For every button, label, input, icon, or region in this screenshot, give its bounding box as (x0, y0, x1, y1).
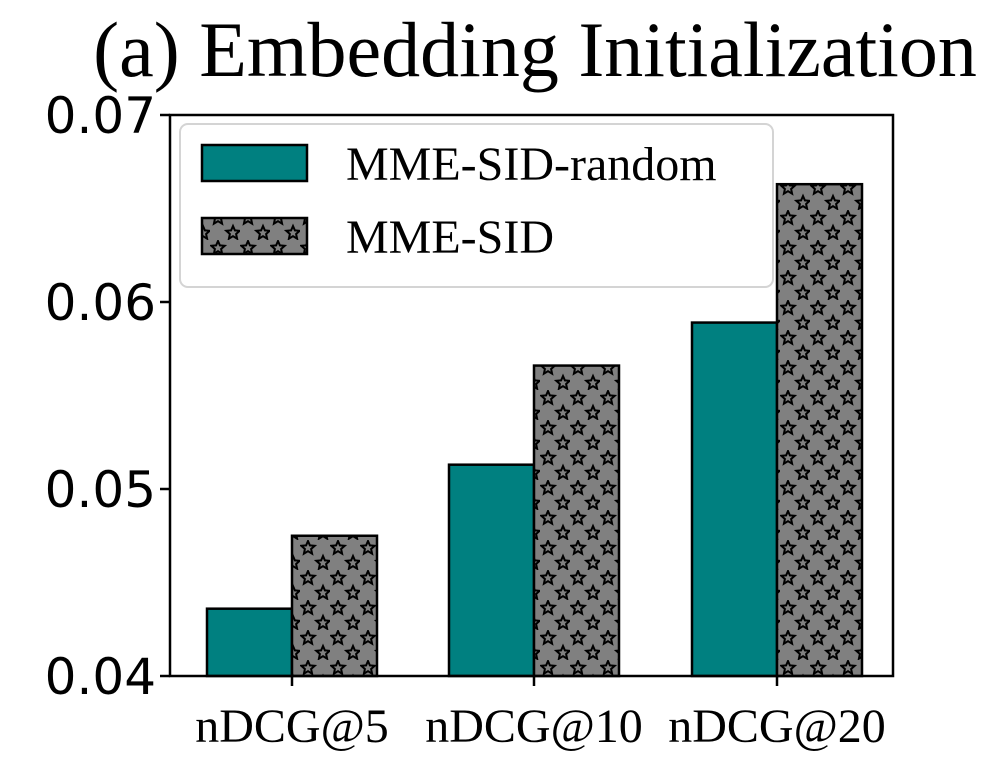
plot-frame (168, 113, 895, 678)
x-tick-label: nDCG@5 (195, 700, 389, 753)
y-tick-label: 0.06 (45, 274, 156, 332)
bar-mme-sid-ndcg-at-10 (532, 364, 621, 678)
legend-box (179, 123, 774, 288)
bars-group (205, 182, 864, 678)
x-tick-label: nDCG@20 (668, 700, 886, 753)
legend-swatch-mme-sid-random (200, 143, 309, 183)
bar-mme-sid-random-ndcg-at-5 (205, 607, 294, 678)
legend-label-mme-sid: MME-SID (346, 211, 554, 264)
legend: MME-SID-random MME-SID (179, 123, 774, 288)
bar-mme-sid-random-ndcg-at-10 (447, 463, 536, 678)
legend-swatch-mme-sid (200, 216, 309, 256)
y-tick-label: 0.04 (45, 648, 156, 706)
bar-mme-sid-ndcg-at-5 (290, 534, 379, 678)
y-axis-ticks: 0.04 0.05 0.06 0.07 (45, 87, 170, 706)
legend-label-mme-sid-random: MME-SID-random (346, 138, 717, 191)
x-tick-label: nDCG@10 (425, 700, 643, 753)
bar-mme-sid-random-ndcg-at-20 (690, 321, 779, 678)
x-axis-ticks: nDCG@5 nDCG@10 nDCG@20 (195, 676, 886, 753)
y-tick-label: 0.05 (45, 461, 156, 519)
y-tick-label: 0.07 (45, 87, 156, 145)
chart-title: (a) Embedding Initialization (93, 6, 977, 93)
bar-mme-sid-ndcg-at-20 (775, 182, 864, 678)
